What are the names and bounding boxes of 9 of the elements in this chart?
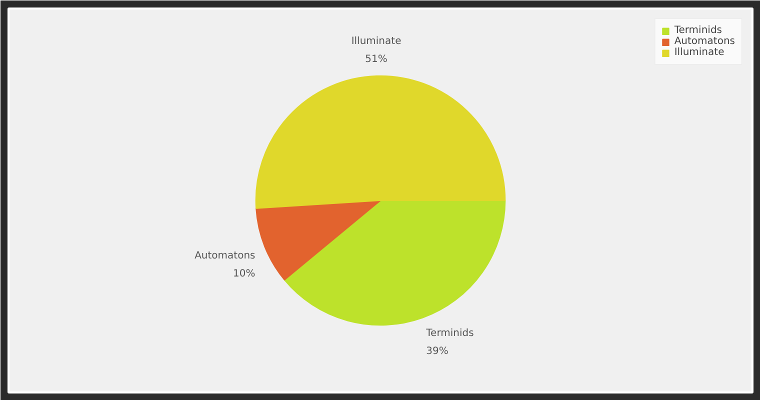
legend-label: Automatons xyxy=(674,36,735,47)
legend-label: Terminids xyxy=(674,25,722,36)
data-label: 10% xyxy=(233,268,256,280)
slice-label: Illuminate xyxy=(351,36,402,47)
slice-label: Terminids xyxy=(425,328,474,339)
slice-label: Automatons xyxy=(194,250,256,262)
data-label: 51% xyxy=(365,54,388,66)
legend-label: Illuminate xyxy=(674,47,724,58)
data-label: 39% xyxy=(426,346,448,358)
